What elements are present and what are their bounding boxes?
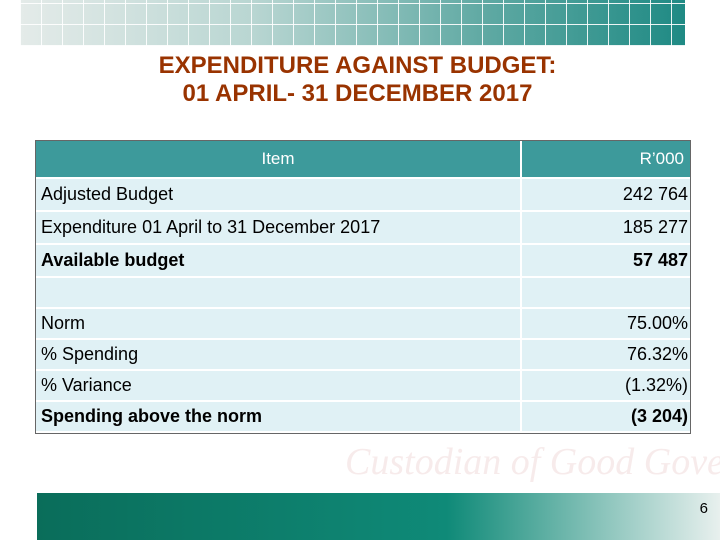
value-cell: 242 764 (522, 179, 690, 210)
page-number: 6 (699, 500, 708, 517)
item-cell: % Variance (36, 371, 520, 400)
spacer-cell (36, 278, 520, 307)
header-cell: R’000 (522, 141, 690, 177)
title-line: EXPENDITURE AGAINST BUDGET: (158, 52, 557, 79)
footer-bar (37, 493, 720, 540)
value-cell: 75.00% (522, 309, 690, 338)
spacer-cell (522, 278, 690, 307)
item-cell: Norm (36, 309, 520, 338)
watermark: Custodian of Good Governance (345, 441, 720, 483)
item-cell: Available budget (36, 245, 520, 276)
value-cell: 57 487 (522, 245, 690, 276)
item-cell: % Spending (36, 340, 520, 369)
header-tiles (20, 0, 685, 46)
value-cell: 76.32% (522, 340, 690, 369)
value-cell: (1.32%) (522, 371, 690, 400)
item-cell: Spending above the norm (36, 402, 520, 431)
value-cell: 185 277 (522, 212, 690, 243)
header-cell: Item (36, 141, 520, 177)
item-cell: Expenditure 01 April to 31 December 2017 (36, 212, 520, 243)
item-cell: Adjusted Budget (36, 179, 520, 210)
value-cell: (3 204) (522, 402, 690, 431)
title-line: 01 APRIL- 31 DECEMBER 2017 (182, 80, 533, 107)
table: Item R’000 Adjusted Budget 242 764 Expenditu… (35, 140, 691, 434)
